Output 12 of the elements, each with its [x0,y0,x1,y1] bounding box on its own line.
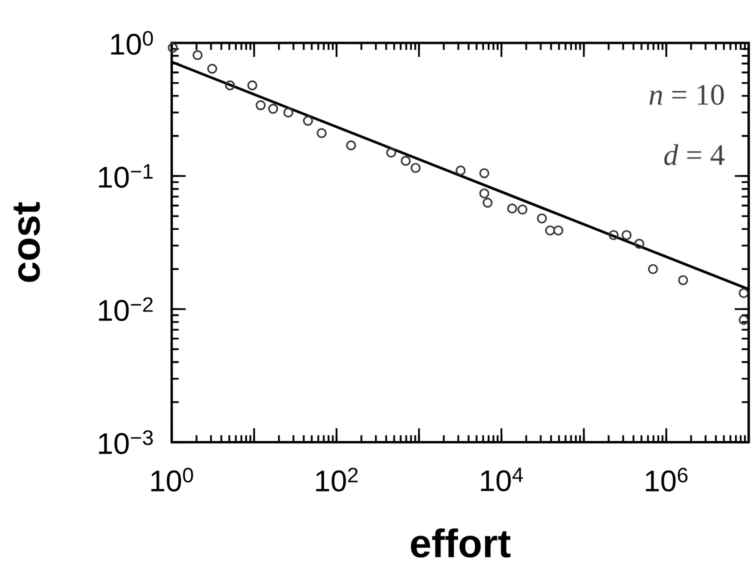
y-tick-label: 10$^{−1}$ [98,164,153,188]
x-tick-label: 10$^{0}$ [151,468,194,492]
y-tick-label: 10$^{−2}$ [98,297,153,322]
y-tick-label: 10$^{0}$ [111,30,153,55]
annotation: d = 4 [664,144,724,166]
x-tick-label: 10$^{6}$ [646,468,688,492]
x-tick-label: 10$^{4}$ [481,468,523,492]
x-tick-label: 10$^{2}$ [316,468,358,492]
x-axis-title: effort [410,528,511,558]
y-axis-title: cost [14,202,40,282]
y-tick-label: 10$^{−3}$ [98,430,153,454]
annotation: n = 10 [650,84,724,105]
